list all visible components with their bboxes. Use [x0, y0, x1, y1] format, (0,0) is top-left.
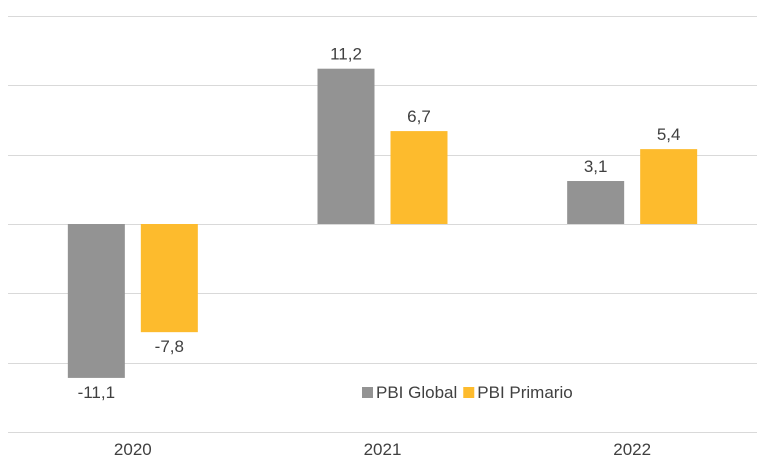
bar-pbi-global-2021 [317, 68, 375, 225]
x-axis-ticks: 2020 2021 2022 [114, 440, 651, 458]
data-label: 11,2 [330, 45, 362, 64]
x-tick-label: 2021 [364, 440, 402, 458]
legend: PBI Global PBI Primario [362, 383, 573, 402]
legend-entry: PBI Global [376, 383, 457, 402]
bar-pbi-global-2022 [567, 181, 625, 224]
bar-pbi-global-2020 [67, 224, 125, 378]
legend-swatch [362, 387, 373, 398]
x-tick-label: 2020 [114, 440, 152, 458]
x-tick-label: 2022 [613, 440, 651, 458]
bar-pbi-primario-2021 [390, 131, 448, 224]
legend-swatch [463, 387, 475, 398]
data-label: 3,1 [584, 157, 608, 176]
data-label: -7,8 [155, 337, 184, 356]
legend-entry: PBI Primario [477, 383, 572, 402]
bar-pbi-primario-2022 [640, 149, 698, 224]
data-label: 5,4 [657, 125, 681, 144]
bar-pbi-primario-2020 [140, 224, 198, 333]
data-labels: -11,1 -7,8 11,2 6,7 3,1 5,4 [78, 45, 681, 402]
data-label: -11,1 [78, 383, 116, 402]
bars [67, 68, 698, 378]
grid-lines [8, 16, 757, 433]
data-label: 6,7 [407, 107, 431, 126]
